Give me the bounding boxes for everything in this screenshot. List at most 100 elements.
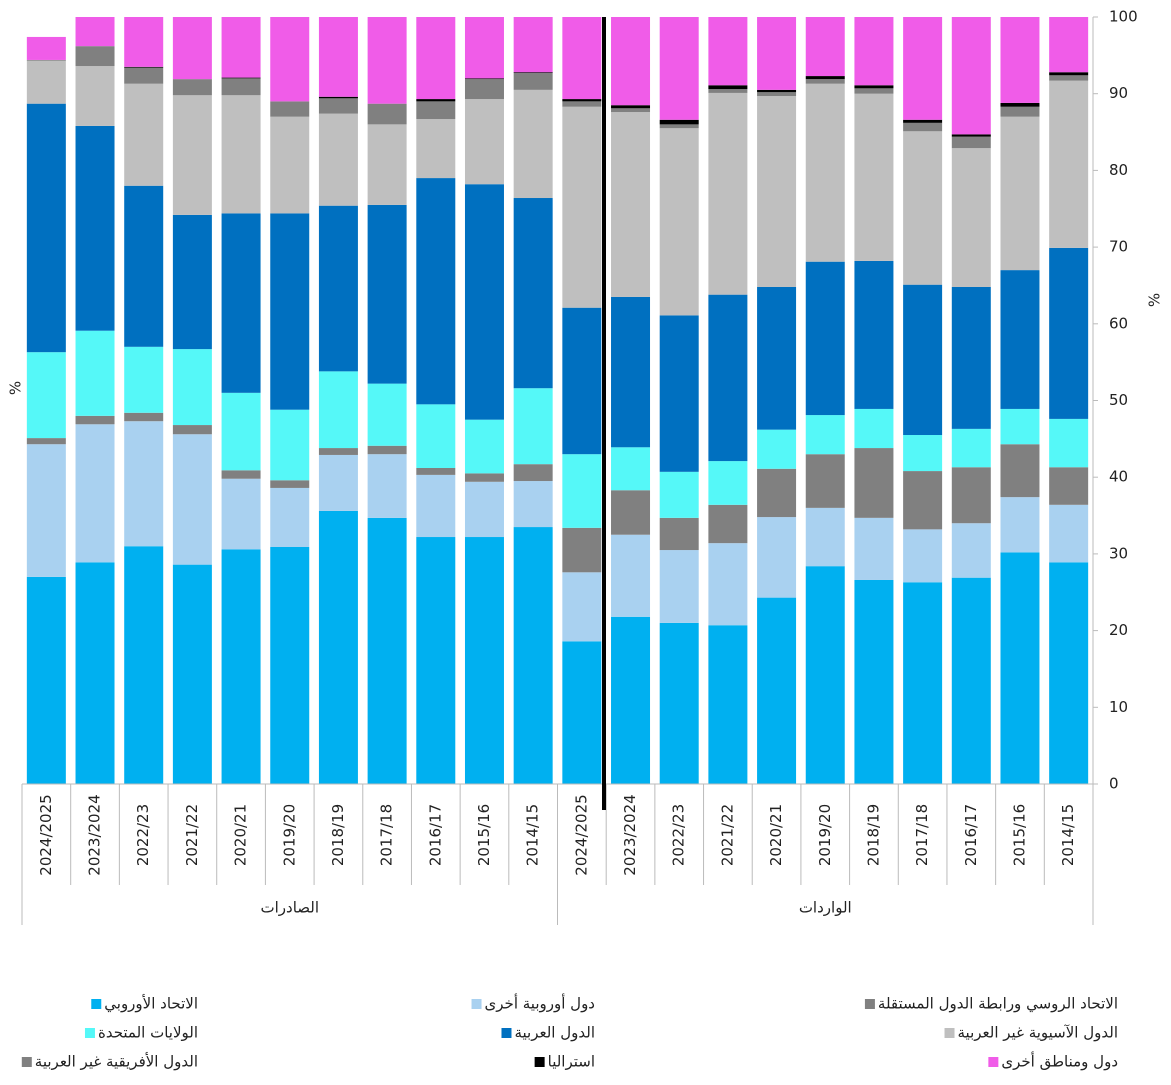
bar-segment xyxy=(318,98,358,114)
bar-segment xyxy=(124,546,164,784)
x-tick-label: 2018/19 xyxy=(329,804,347,866)
legend-label: استراليا xyxy=(548,1053,595,1071)
bar-segment xyxy=(124,421,164,547)
bar-segment xyxy=(318,454,358,511)
bar-segment xyxy=(562,101,602,107)
bar-segment xyxy=(464,473,504,482)
bar-segment xyxy=(513,17,553,73)
legend-label: دول ومناطق أخرى xyxy=(1001,1052,1118,1071)
bar-segment xyxy=(757,597,797,784)
bar-segment xyxy=(951,577,991,784)
bar-segment xyxy=(611,17,651,106)
x-tick-label: 2019/20 xyxy=(816,804,834,866)
bar-segment xyxy=(708,92,748,295)
bar-segment xyxy=(903,529,943,583)
bar-segment xyxy=(659,517,699,551)
bar-segment xyxy=(416,101,456,120)
x-tick-label: 2021/22 xyxy=(183,804,201,866)
bar-segment xyxy=(854,579,894,784)
bar-segment xyxy=(318,96,358,99)
bar-segment xyxy=(416,537,456,784)
bar-segment xyxy=(757,92,797,97)
bar-segment xyxy=(221,17,261,78)
bar-segment xyxy=(903,471,943,530)
bar-segment xyxy=(1000,102,1040,107)
bar-segment xyxy=(318,448,358,455)
bar-segment xyxy=(951,136,991,149)
bar-segment xyxy=(611,447,651,491)
bar-segment xyxy=(562,572,602,642)
bar-segment xyxy=(513,72,553,90)
legend-label: الدول الآسيوية غير العربية xyxy=(958,1024,1118,1042)
bar-segment xyxy=(75,415,115,425)
bar-segment xyxy=(951,286,991,429)
bar-segment xyxy=(1049,72,1089,76)
bar-segment xyxy=(464,78,504,80)
bar-segment xyxy=(367,17,407,104)
bar-segment xyxy=(513,527,553,784)
bar-segment xyxy=(1049,504,1089,563)
bar-segment xyxy=(270,409,310,481)
bar-segment xyxy=(464,17,504,79)
bar-segment xyxy=(124,185,164,347)
bar-segment xyxy=(562,454,602,528)
bar-segment xyxy=(903,119,943,123)
y-tick-label: 70 xyxy=(1109,238,1128,256)
y-tick-label: 10 xyxy=(1109,698,1128,716)
bar-segment xyxy=(26,576,66,784)
bar-segment xyxy=(1000,116,1040,271)
legend-label: الدول العربية xyxy=(514,1024,595,1042)
legend-swatch xyxy=(21,1057,32,1067)
bar-segment xyxy=(1049,17,1089,73)
bar-segment xyxy=(172,214,212,350)
bar-segment xyxy=(26,352,66,439)
x-tick-label: 2023/2024 xyxy=(621,794,639,875)
bar-segment xyxy=(75,562,115,784)
bar-segment xyxy=(367,204,407,384)
bar-segment xyxy=(951,428,991,468)
bar-segment xyxy=(513,89,553,199)
bar-segment xyxy=(1049,418,1089,468)
bar-segment xyxy=(757,468,797,518)
x-tick-label: 2024/2025 xyxy=(37,794,55,875)
bar-segment xyxy=(903,435,943,472)
bar-segment xyxy=(75,125,115,331)
legend-swatch xyxy=(864,999,875,1009)
bar-segment xyxy=(75,17,115,47)
bar-segment xyxy=(367,124,407,205)
bar-segment xyxy=(708,625,748,784)
bar-segment xyxy=(318,510,358,784)
bar-segment xyxy=(611,534,651,617)
bar-segment xyxy=(26,36,66,60)
bar-segment xyxy=(805,415,845,455)
x-tick-label: 2020/21 xyxy=(767,804,785,866)
bar-segment xyxy=(708,17,748,86)
bar-segment xyxy=(172,79,212,96)
bar-segment xyxy=(805,454,845,508)
bar-segment xyxy=(270,480,310,488)
bar-segment xyxy=(367,103,407,125)
bar-segment xyxy=(416,17,456,100)
legend-label: الولايات المتحدة xyxy=(98,1024,198,1042)
bar-segment xyxy=(221,77,261,79)
x-tick-label: 2014/15 xyxy=(1059,804,1077,866)
bar-segment xyxy=(854,260,894,409)
bar-segment xyxy=(270,546,310,784)
bar-segment xyxy=(75,424,115,563)
x-tick-label: 2019/20 xyxy=(280,804,298,866)
x-tick-label: 2017/18 xyxy=(913,804,931,866)
legend-swatch xyxy=(988,1057,999,1067)
x-tick-label: 2022/23 xyxy=(134,804,152,866)
x-tick-label: 2015/16 xyxy=(475,804,493,866)
bar-segment xyxy=(270,487,310,547)
bar-segment xyxy=(951,467,991,524)
bar-segment xyxy=(318,371,358,449)
bar-segment xyxy=(172,17,212,80)
bar-segment xyxy=(464,184,504,420)
x-tick-label: 2024/2025 xyxy=(572,794,590,875)
bar-segment xyxy=(416,404,456,468)
bar-segment xyxy=(221,470,261,479)
bar-segment xyxy=(318,205,358,372)
bar-segment xyxy=(1000,270,1040,409)
bar-segment xyxy=(757,96,797,287)
